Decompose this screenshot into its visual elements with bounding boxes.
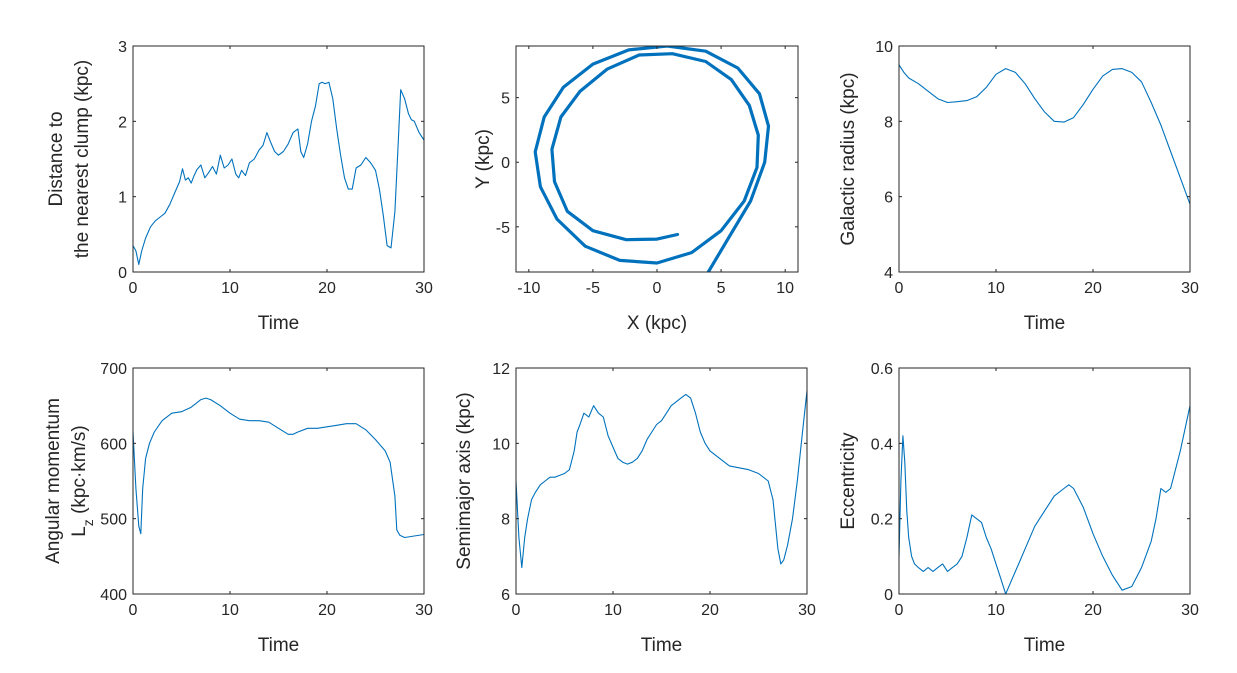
y-tick-label: -5 [496, 220, 510, 237]
x-axis-label: Time [258, 313, 300, 334]
series-line [899, 64, 1190, 205]
y-tick-label: 400 [100, 587, 127, 604]
x-tick-label: -10 [517, 280, 540, 297]
y-tick-label: 3 [118, 39, 127, 56]
y-tick-label: 6 [884, 190, 893, 207]
y-tick-label: 10 [875, 39, 893, 56]
y-tick-label: 0 [884, 587, 893, 604]
x-axis-label: Time [1024, 635, 1066, 656]
x-tick-label: 20 [1084, 602, 1102, 619]
series-line [516, 390, 807, 569]
x-tick-label: 20 [701, 602, 719, 619]
axes-box [515, 367, 808, 595]
y-tick-label: 10 [492, 436, 510, 453]
x-tick-label: -5 [586, 280, 600, 297]
y-tick-label: 700 [100, 361, 127, 378]
x-axis-label: X (kpc) [627, 313, 687, 334]
y-tick-label: 0 [501, 155, 510, 172]
axes-box [898, 367, 1191, 595]
series-line [133, 81, 424, 266]
axes-box [132, 45, 425, 273]
chart-2: -10 -5 0 5 10 -5 0 5 X (kpc) Y (kpc) [473, 45, 799, 334]
y-axis-label: the nearest clump (kpc) [72, 60, 93, 259]
x-tick-label: 0 [895, 602, 904, 619]
y-tick-label: 4 [884, 265, 893, 282]
y-axis-label: Y (kpc) [473, 129, 494, 189]
x-tick-label: 20 [318, 280, 336, 297]
x-tick-label: 30 [415, 602, 433, 619]
x-tick-label: 30 [798, 602, 816, 619]
y-tick-label: 600 [100, 436, 127, 453]
x-tick-label: 10 [987, 602, 1005, 619]
y-tick-label: 8 [501, 512, 510, 529]
x-tick-label: 10 [221, 280, 239, 297]
series-line [533, 46, 771, 272]
x-tick-label: 10 [776, 280, 794, 297]
x-tick-label: 0 [129, 602, 138, 619]
x-axis-label: Time [641, 635, 683, 656]
x-tick-label: 0 [895, 280, 904, 297]
y-tick-label: 8 [884, 114, 893, 131]
axes-box [132, 367, 425, 595]
chart-5: 0 10 20 30 6 8 10 12 Time Semimajor axis (kpc) [454, 361, 816, 656]
y-axis-label: Eccentricity [838, 432, 859, 530]
y-tick-label: 1 [118, 190, 127, 207]
chart-3: 0 10 20 30 4 6 8 10 Time Galactic radius (kpc) [838, 39, 1199, 334]
y-axis-label: Distance to [46, 111, 67, 206]
x-tick-label: 0 [512, 602, 521, 619]
y-tick-label: 0 [118, 265, 127, 282]
chart-1: 0 10 20 30 0 1 2 3 Time Distance to the nearest cl… [46, 39, 433, 334]
y-tick-label: 500 [100, 512, 127, 529]
series-line [899, 405, 1190, 594]
x-tick-label: 20 [1084, 280, 1102, 297]
x-tick-label: 30 [1181, 602, 1199, 619]
y-axis-label: Semimajor axis (kpc) [454, 392, 475, 569]
axes-box [898, 45, 1191, 273]
x-tick-label: 10 [221, 602, 239, 619]
x-tick-label: 0 [129, 280, 138, 297]
x-tick-label: 30 [1181, 280, 1199, 297]
y-tick-label: 6 [501, 587, 510, 604]
y-tick-label: 0.6 [871, 361, 893, 378]
x-tick-label: 5 [717, 280, 726, 297]
x-axis-label: Time [1024, 313, 1066, 334]
chart-6: 0 10 20 30 0 0.2 0.4 0.6 Time Eccentricity [838, 361, 1199, 656]
x-tick-label: 20 [318, 602, 336, 619]
y-tick-label: 12 [492, 361, 510, 378]
series-line [133, 397, 424, 539]
y-axis-label: Angular momentum [43, 398, 64, 564]
y-tick-label: 0.2 [871, 512, 893, 529]
y-tick-label: 5 [501, 91, 510, 108]
x-tick-label: 30 [415, 280, 433, 297]
y-tick-label: 2 [118, 114, 127, 131]
y-axis-label: Galactic radius (kpc) [838, 72, 859, 245]
x-tick-label: 10 [604, 602, 622, 619]
x-tick-label: 0 [653, 280, 662, 297]
x-tick-label: 10 [987, 280, 1005, 297]
y-tick-label: 0.4 [871, 436, 893, 453]
x-axis-label: Time [258, 635, 300, 656]
